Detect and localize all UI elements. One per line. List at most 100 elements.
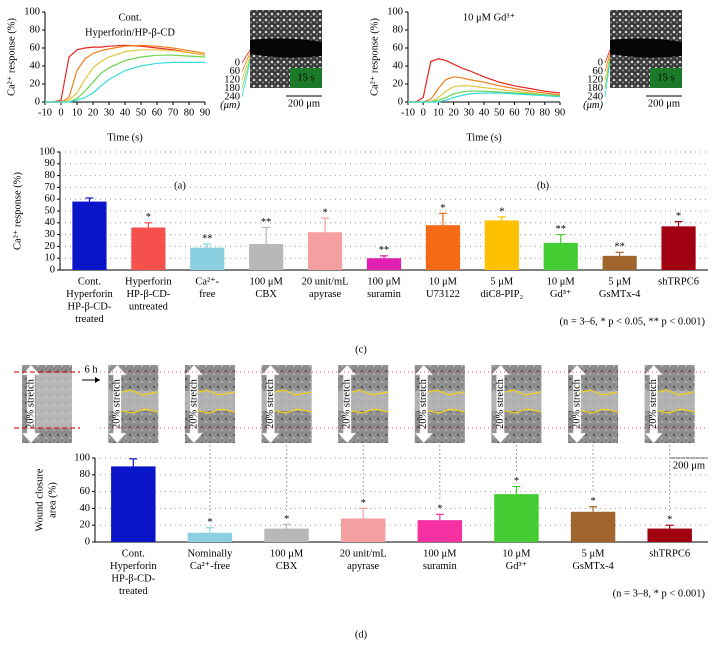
category-label: Ca²⁺-	[195, 276, 219, 287]
x-tick-label: 40	[120, 107, 131, 118]
stretch-label: 20% stretch	[648, 378, 659, 429]
category-label: 10 μM	[502, 548, 531, 559]
x-tick-label: 50	[494, 107, 505, 118]
wound-edge	[424, 408, 465, 414]
stretch-arrow	[261, 364, 281, 444]
wound-edge	[501, 389, 542, 396]
x-tick-label: 60	[509, 107, 520, 118]
significance: *	[146, 212, 151, 223]
x-tick-label: 0	[58, 107, 63, 118]
legend-label: 180	[224, 83, 240, 94]
legend-line	[241, 52, 251, 72]
time-label: 15 s	[657, 72, 674, 83]
y-tick-label: 60	[45, 194, 56, 205]
y-tick-label: 60	[30, 42, 41, 53]
y-axis-label: Ca²⁺ response (%)	[12, 171, 23, 250]
category-label: 100 μM	[423, 548, 457, 559]
wound-edge	[118, 408, 159, 414]
y-tick-label: 60	[393, 42, 404, 53]
significance: *	[361, 498, 366, 509]
bar	[661, 226, 696, 270]
wound-edge	[424, 389, 465, 396]
wound-band	[610, 38, 682, 58]
stretch-label: 20% stretch	[418, 378, 429, 429]
scale-bar-label: 200 μm	[673, 460, 705, 471]
significance: *	[207, 517, 212, 528]
x-tick-label: 50	[136, 107, 147, 118]
category-label: Gd³⁺	[550, 289, 572, 300]
y-tick-label: 40	[30, 60, 41, 71]
category-label: Hyperforin	[125, 276, 172, 287]
stretch-arrow	[337, 364, 357, 444]
y-tick-label: 40	[393, 60, 404, 71]
bar	[570, 511, 616, 542]
x-tick-label: 0	[421, 107, 426, 118]
legend-label: 120	[587, 74, 603, 85]
annotation: Cont.	[118, 12, 141, 23]
y-axis-label: area (%)	[47, 482, 58, 518]
category-label: suramin	[423, 561, 458, 572]
x-tick-label: 10	[72, 107, 83, 118]
category-label: GsMTx-4	[599, 289, 641, 300]
bar	[484, 220, 519, 270]
category-label: 100 μM	[270, 548, 304, 559]
category-label: 5 μM	[608, 276, 632, 287]
wound-edge	[654, 389, 695, 396]
legend-line	[604, 58, 611, 89]
significance: **	[614, 242, 625, 253]
legend-label: 60	[593, 66, 604, 77]
x-tick-label: -10	[401, 107, 415, 118]
category-label: CBX	[276, 561, 298, 572]
series-line	[45, 61, 205, 103]
y-tick-label: 40	[45, 217, 56, 228]
category-label: untreated	[129, 301, 169, 312]
y-tick-label: 80	[45, 170, 56, 181]
category-label: diC8-PIP₂	[480, 289, 523, 300]
x-axis-label: Time (s)	[107, 132, 143, 143]
y-tick-label: 60	[80, 486, 91, 497]
category-label: apyrase	[347, 561, 379, 572]
wound-edge	[654, 408, 695, 414]
panel-label: (b)	[537, 180, 550, 191]
significance: *	[590, 496, 595, 507]
wound-edge	[271, 389, 312, 396]
stretch-arrow	[107, 364, 127, 444]
legend-label: 240	[587, 91, 603, 102]
y-tick-label: 80	[80, 469, 91, 480]
y-tick-label: 80	[393, 24, 404, 35]
x-tick-label: 30	[464, 107, 475, 118]
y-tick-label: 0	[50, 264, 55, 275]
category-label: 10 μM	[429, 276, 458, 287]
wound-edge	[577, 389, 619, 396]
significance: *	[284, 514, 289, 525]
legend-line	[241, 55, 251, 81]
y-tick-label: 90	[45, 158, 56, 169]
y-tick-label: 50	[45, 205, 56, 216]
legend-unit: (μm)	[583, 100, 603, 111]
series-line	[408, 92, 561, 103]
significance: *	[667, 515, 672, 526]
x-axis-label: Time (s)	[466, 132, 502, 143]
x-tick-label: 10	[433, 107, 444, 118]
wound-edge	[348, 408, 389, 414]
category-label: Ca²⁺-free	[190, 561, 231, 572]
category-label: treated	[119, 586, 148, 597]
y-tick-label: 0	[398, 96, 403, 107]
series-line	[408, 58, 561, 103]
stretch-arrow	[184, 364, 204, 444]
category-label: shTRPC6	[649, 548, 690, 559]
category-label: HP-β-CD-	[126, 289, 170, 300]
bar	[602, 255, 637, 270]
x-tick-label: 90	[555, 107, 566, 118]
wound-band	[250, 38, 322, 58]
x-tick-label: 20	[448, 107, 459, 118]
stretch-label: 20% stretch	[112, 378, 123, 429]
time-box	[650, 68, 682, 88]
category-label: 20 unit/mL	[302, 276, 349, 287]
y-tick-label: 20	[30, 78, 41, 89]
panel-label: (a)	[174, 180, 186, 191]
annotation: 10 μM Gd³⁺	[463, 12, 516, 23]
x-tick-label: 90	[200, 107, 211, 118]
significance: **	[261, 217, 272, 228]
